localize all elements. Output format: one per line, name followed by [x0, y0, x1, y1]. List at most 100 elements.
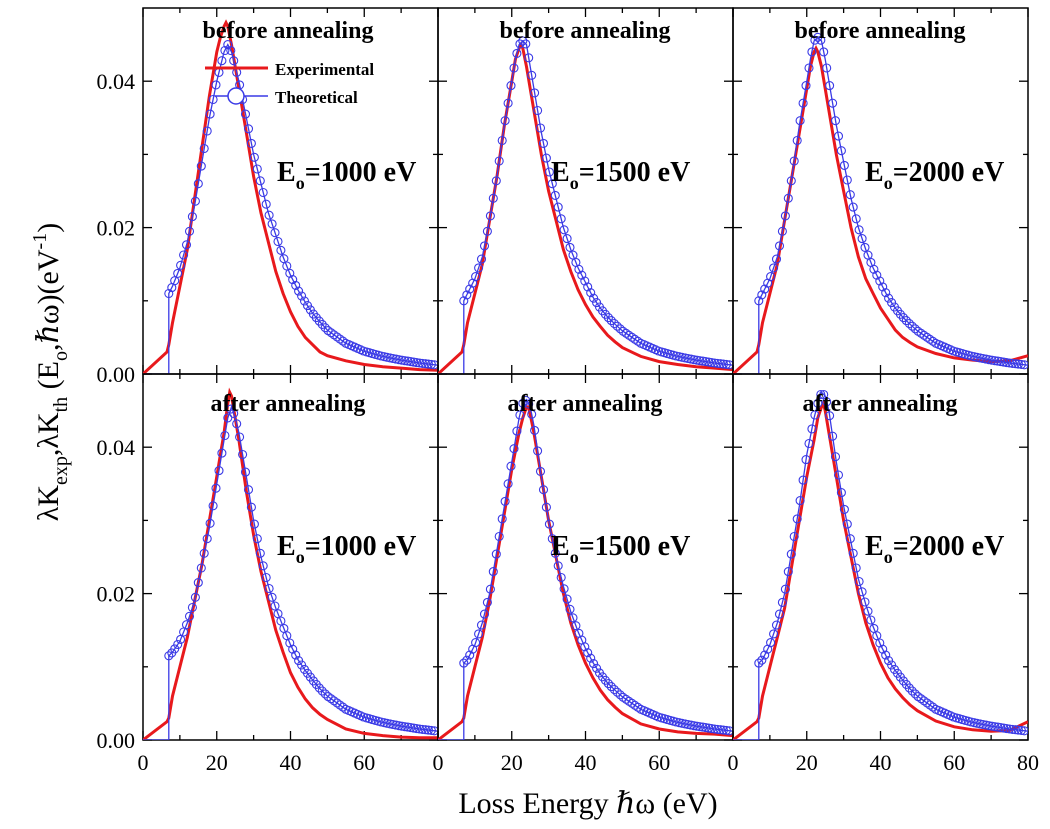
theoretical-point — [193, 179, 203, 189]
series-theoretical-line — [733, 391, 1028, 740]
energy-value: =1000 eV — [305, 531, 417, 562]
theoretical-point — [996, 723, 1006, 733]
theoretical-point — [1010, 725, 1021, 735]
theoretical-point — [217, 56, 227, 66]
theoretical-point — [285, 638, 295, 648]
theoretical-point — [243, 485, 254, 495]
theoretical-point — [881, 288, 891, 298]
theoretical-point — [500, 116, 510, 126]
ylabel-part-sub: o — [50, 351, 72, 361]
theoretical-point — [898, 313, 908, 323]
theoretical-point — [1019, 360, 1028, 370]
theoretical-point — [459, 296, 469, 306]
legend: Experimental Theoretical — [205, 60, 374, 107]
theoretical-point — [565, 242, 575, 252]
theoretical-point — [830, 116, 841, 126]
theoretical-point — [252, 534, 262, 544]
theoretical-point — [712, 724, 723, 734]
theoretical-point — [766, 638, 776, 648]
theoretical-point — [223, 40, 233, 50]
energy-label: Eo=1500 eV — [551, 157, 690, 193]
annealing-label: after annealing — [803, 391, 958, 417]
theoretical-point — [1005, 724, 1015, 734]
energy-label: Eo=2000 eV — [865, 531, 1004, 567]
legend-theoretical-marker — [227, 87, 245, 105]
theoretical-point — [583, 282, 593, 292]
theoretical-point — [568, 613, 578, 623]
theoretical-point — [497, 514, 507, 524]
theoretical-point — [164, 651, 174, 661]
theoretical-point — [863, 606, 873, 616]
theoretical-point — [264, 583, 274, 594]
theoretical-point — [406, 357, 416, 367]
theoretical-point — [426, 359, 436, 369]
theoretical-point — [491, 549, 501, 559]
energy-symbol: E — [865, 531, 884, 562]
theoretical-point — [828, 431, 838, 441]
theoretical-point — [243, 124, 254, 134]
theoretical-point — [1007, 358, 1018, 368]
theoretical-point — [615, 690, 625, 700]
theoretical-point — [721, 359, 731, 369]
theoretical-point — [571, 621, 581, 631]
theoretical-point — [524, 399, 534, 409]
energy-label: Eo=2000 eV — [865, 157, 1004, 193]
theoretical-point — [875, 638, 885, 648]
theoretical-point — [586, 653, 596, 663]
energy-value: =2000 eV — [893, 157, 1005, 188]
theoretical-point — [822, 397, 832, 407]
ylabel-part-n: ,λK — [32, 412, 65, 456]
theoretical-point — [199, 548, 209, 558]
series-experimental-line — [733, 45, 1028, 374]
theoretical-point — [164, 288, 174, 299]
theoretical-point — [695, 722, 705, 732]
series-theoretical-line — [143, 404, 438, 740]
theoretical-point — [804, 63, 814, 73]
theoretical-point — [538, 485, 549, 495]
theoretical-point — [1002, 358, 1012, 368]
theoretical-point — [586, 288, 596, 298]
theoretical-point — [506, 461, 516, 471]
theoretical-point — [701, 357, 711, 367]
theoretical-point — [426, 725, 436, 735]
theoretical-point — [559, 584, 569, 594]
energy-symbol: E — [551, 157, 570, 188]
x-tick-label: 0 — [138, 750, 149, 775]
theoretical-point — [246, 502, 256, 512]
theoretical-point — [465, 650, 475, 660]
theoretical-point — [922, 698, 932, 708]
theoretical-point — [783, 193, 793, 203]
panel-after-2000: 0 20 40 60 80 after annealing Eo=2000 eV — [728, 373, 1039, 775]
theoretical-point — [895, 309, 905, 319]
theoretical-point — [828, 98, 838, 108]
theoretical-point — [332, 332, 342, 342]
theoretical-point — [479, 609, 490, 619]
x-tick-label: 20 — [796, 750, 818, 775]
theoretical-point — [786, 549, 796, 559]
y-tick-label: 0.00 — [97, 362, 136, 387]
energy-value: =1000 eV — [305, 157, 417, 188]
x-tick-label: 20 — [206, 750, 228, 775]
theoretical-point — [462, 655, 472, 665]
theoretical-point — [415, 724, 425, 734]
theoretical-point — [223, 413, 233, 423]
theoretical-point — [205, 109, 215, 119]
theoretical-point — [482, 226, 492, 236]
theoretical-point — [792, 135, 802, 146]
theoretical-point — [910, 689, 920, 699]
theoretical-point — [535, 466, 546, 476]
theoretical-point — [491, 176, 501, 186]
theoretical-point — [851, 214, 861, 224]
theoretical-point — [553, 561, 563, 571]
theoretical-point — [710, 358, 720, 368]
ylabel-part-sub: exp — [50, 456, 72, 485]
theoretical-point — [718, 359, 728, 369]
theoretical-point — [836, 488, 846, 498]
theoretical-point — [314, 316, 324, 326]
x-tick-label: 20 — [501, 750, 523, 775]
theoretical-point — [695, 356, 705, 366]
theoretical-point — [317, 686, 327, 696]
theoretical-point — [919, 696, 929, 706]
